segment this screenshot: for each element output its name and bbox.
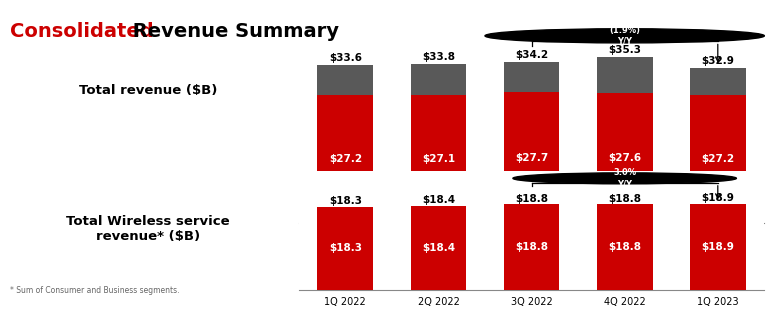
Text: $18.9: $18.9 <box>702 242 734 252</box>
Bar <box>317 95 373 223</box>
Bar <box>317 206 373 290</box>
Text: $18.3: $18.3 <box>329 243 362 253</box>
Text: $34.2: $34.2 <box>515 50 548 60</box>
Text: $18.4: $18.4 <box>422 243 455 253</box>
Text: 3.0%
Y/Y: 3.0% Y/Y <box>613 168 636 188</box>
Bar <box>504 93 559 223</box>
Text: $18.8: $18.8 <box>608 242 641 252</box>
Text: $18.3: $18.3 <box>329 196 362 206</box>
Text: $18.8: $18.8 <box>515 193 548 203</box>
Bar <box>317 65 373 95</box>
Circle shape <box>485 29 764 43</box>
Bar <box>597 57 653 93</box>
Text: $27.1: $27.1 <box>422 154 455 164</box>
Bar <box>690 68 746 95</box>
Text: $27.6: $27.6 <box>608 153 641 163</box>
Text: $18.4: $18.4 <box>422 195 455 205</box>
Text: $27.2: $27.2 <box>329 154 362 164</box>
Bar <box>690 204 746 290</box>
Text: Continued wireless service revenue growth: Continued wireless service revenue growt… <box>244 311 532 325</box>
Text: $18.8: $18.8 <box>515 242 548 252</box>
Text: $32.9: $32.9 <box>702 57 734 67</box>
Bar <box>504 62 559 93</box>
Bar <box>490 250 518 256</box>
Text: * Sum of Consumer and Business segments.: * Sum of Consumer and Business segments. <box>10 286 179 295</box>
Text: $18.9: $18.9 <box>702 193 734 203</box>
Text: (1.9%)
Y/Y: (1.9%) Y/Y <box>609 26 640 46</box>
Text: Service & other: Service & other <box>532 248 597 257</box>
Text: Total Wireless service
revenue* ($B): Total Wireless service revenue* ($B) <box>66 215 230 243</box>
Bar <box>322 250 350 256</box>
Bar <box>504 204 559 290</box>
Bar <box>411 95 466 223</box>
Text: $18.8: $18.8 <box>608 193 641 203</box>
Bar <box>411 64 466 95</box>
Text: Wireless equipment: Wireless equipment <box>364 248 448 257</box>
Text: Consolidated: Consolidated <box>10 22 154 41</box>
Text: Revenue Summary: Revenue Summary <box>126 22 339 41</box>
Bar <box>597 204 653 290</box>
Text: $35.3: $35.3 <box>608 45 641 55</box>
Text: Total revenue ($B): Total revenue ($B) <box>78 84 217 97</box>
Text: $33.8: $33.8 <box>422 52 455 62</box>
Text: $27.7: $27.7 <box>515 153 548 163</box>
Bar <box>690 95 746 223</box>
Circle shape <box>513 173 736 184</box>
Text: $27.2: $27.2 <box>702 154 734 164</box>
Bar <box>411 206 466 290</box>
Bar <box>597 93 653 223</box>
Text: $33.6: $33.6 <box>329 53 362 63</box>
